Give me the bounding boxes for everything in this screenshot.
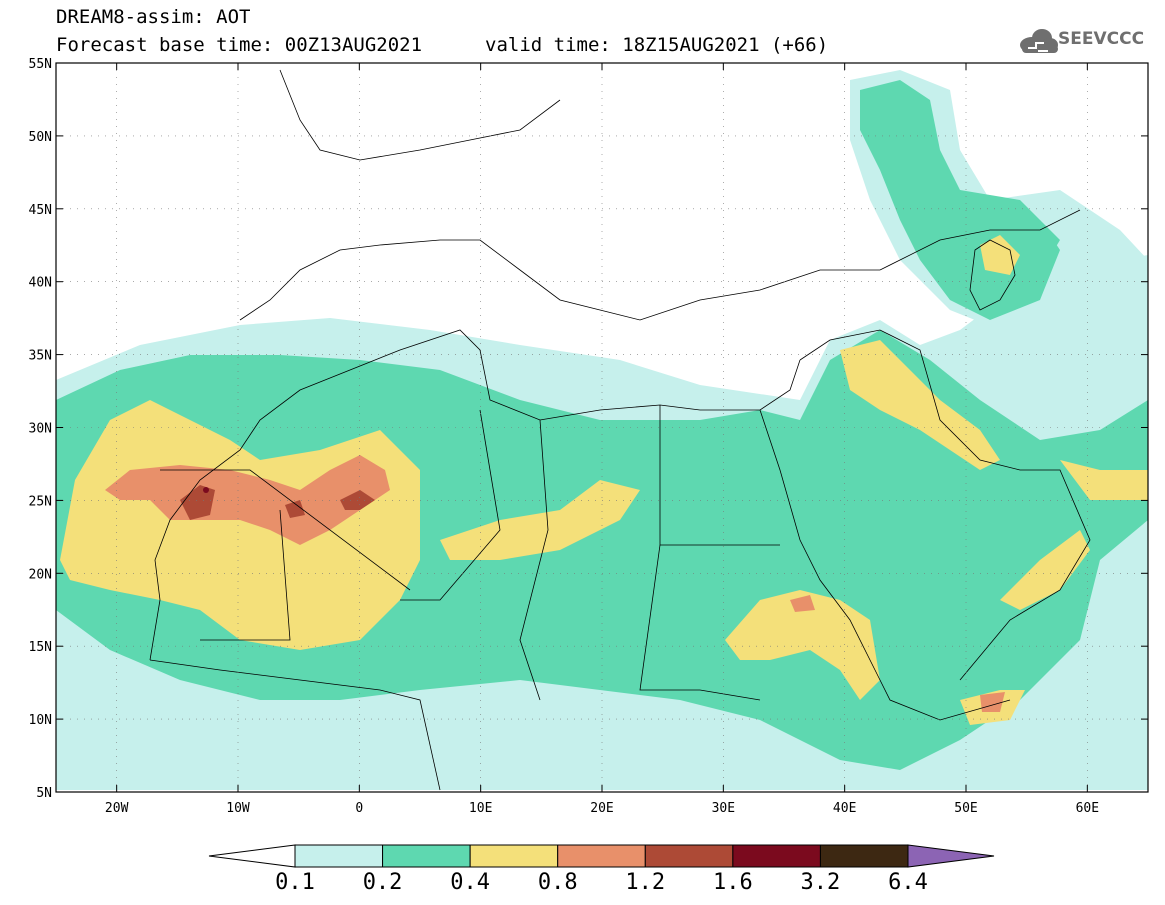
lat-label: 5N (36, 786, 52, 801)
lat-label: 40N (29, 276, 52, 291)
lat-label: 45N (29, 203, 52, 218)
coastlines (149, 69, 1091, 791)
colorbar-label: 0.1 (275, 870, 315, 895)
aot-band-1.6 (203, 487, 209, 493)
logo-text: SEEVCCC (1058, 29, 1145, 49)
colorbar-swatch (644, 844, 734, 868)
colorbar-label: 0.4 (450, 870, 491, 895)
lon-label: 0 (355, 801, 363, 816)
lat-label: 20N (29, 567, 52, 582)
lat-label: 35N (29, 349, 52, 364)
lat-label: 55N (29, 57, 52, 72)
lat-label: 50N (29, 130, 52, 145)
cloud-icon (1020, 29, 1058, 53)
colorbar-swatch (557, 844, 646, 868)
lat-label: 25N (29, 494, 52, 509)
colorbar-swatch (819, 844, 909, 868)
lon-label: 10E (469, 801, 492, 816)
colorbar-label: 1.6 (712, 870, 753, 895)
colorbar (208, 844, 995, 868)
colorbar-label: 1.2 (625, 870, 666, 895)
lat-label: 10N (29, 713, 52, 728)
colorbar-label: 6.4 (888, 870, 928, 895)
map-title: DREAM8-assim: AOT (56, 6, 251, 28)
colorbar-label: 0.8 (537, 870, 578, 895)
colorbar-label: 0.2 (362, 870, 403, 895)
lon-label: 10W (226, 801, 250, 816)
lat-label: 15N (29, 640, 52, 655)
colorbar-label: 3.2 (800, 870, 841, 895)
graticule (56, 63, 1148, 792)
colorbar-under-arrow (208, 844, 296, 868)
lon-label: 20E (590, 801, 613, 816)
colorbar-swatch (382, 844, 471, 868)
lat-label: 30N (29, 422, 52, 437)
lon-label: 60E (1076, 801, 1099, 816)
lon-label: 20W (105, 801, 129, 816)
colorbar-over-arrow (907, 844, 995, 868)
colorbar-swatch (294, 844, 384, 868)
valid-time: valid time: 18Z15AUG2021 (+66) (485, 34, 829, 56)
aot-band-1.2 (180, 485, 375, 520)
aot-field (56, 70, 1148, 790)
longitude-labels: 20W 10W 0 10E 20E 30E 40E 50E 60E (105, 801, 1099, 816)
colorbar-swatch (469, 844, 559, 868)
axis-ticks (56, 62, 1148, 793)
lon-label: 50E (954, 801, 977, 816)
forecast-base-time: Forecast base time: 00Z13AUG2021 (56, 34, 423, 56)
colorbar-swatch (732, 844, 821, 868)
latitude-labels: 55N 50N 45N 40N 35N 30N 25N 20N 15N 10N 5N (29, 57, 52, 801)
lon-label: 30E (712, 801, 735, 816)
lon-label: 40E (833, 801, 856, 816)
aot-band-0.4 (60, 235, 1148, 725)
